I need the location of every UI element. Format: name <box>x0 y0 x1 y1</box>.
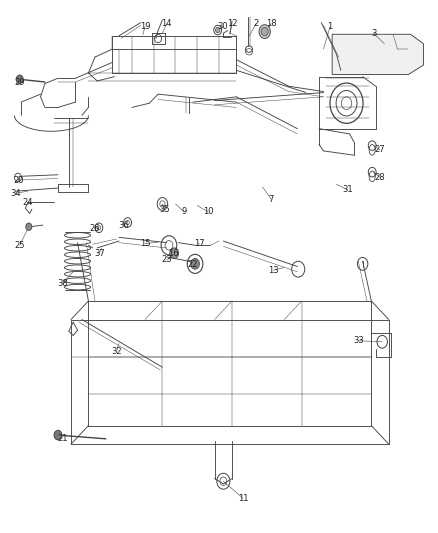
Text: 29: 29 <box>14 78 25 87</box>
Circle shape <box>26 223 32 230</box>
Circle shape <box>215 27 220 33</box>
Text: 16: 16 <box>168 249 179 258</box>
Text: 28: 28 <box>375 173 385 182</box>
Text: 9: 9 <box>182 207 187 216</box>
Text: 10: 10 <box>203 207 213 216</box>
Text: 17: 17 <box>194 239 205 248</box>
Text: 34: 34 <box>10 189 21 198</box>
Text: 3: 3 <box>371 29 376 38</box>
Text: 30: 30 <box>217 22 228 31</box>
Circle shape <box>54 430 62 440</box>
Text: 35: 35 <box>159 205 170 214</box>
Text: 20: 20 <box>14 175 24 184</box>
Text: 7: 7 <box>268 195 274 204</box>
Circle shape <box>191 259 199 269</box>
Text: 22: 22 <box>187 261 198 269</box>
Circle shape <box>259 25 270 38</box>
Circle shape <box>16 75 23 84</box>
Text: 19: 19 <box>140 22 150 31</box>
Text: 18: 18 <box>266 19 276 28</box>
Text: 21: 21 <box>57 434 67 443</box>
Text: 2: 2 <box>253 19 258 28</box>
Text: 27: 27 <box>375 146 385 155</box>
Polygon shape <box>332 34 424 75</box>
Text: 24: 24 <box>22 198 33 207</box>
Text: 38: 38 <box>57 279 68 288</box>
Text: 32: 32 <box>111 347 122 356</box>
Text: 33: 33 <box>353 336 364 345</box>
Circle shape <box>170 248 179 259</box>
Text: 25: 25 <box>14 241 25 250</box>
Text: 14: 14 <box>162 19 172 28</box>
Text: 12: 12 <box>227 19 237 28</box>
Text: 13: 13 <box>268 266 279 274</box>
Circle shape <box>261 27 268 36</box>
Text: 37: 37 <box>94 249 105 258</box>
Text: 26: 26 <box>90 224 100 233</box>
Text: 15: 15 <box>140 239 150 248</box>
Text: 1: 1 <box>327 22 332 31</box>
Text: 31: 31 <box>342 185 353 194</box>
Text: 23: 23 <box>162 255 172 264</box>
Text: 11: 11 <box>238 494 248 503</box>
Text: 36: 36 <box>118 221 129 230</box>
